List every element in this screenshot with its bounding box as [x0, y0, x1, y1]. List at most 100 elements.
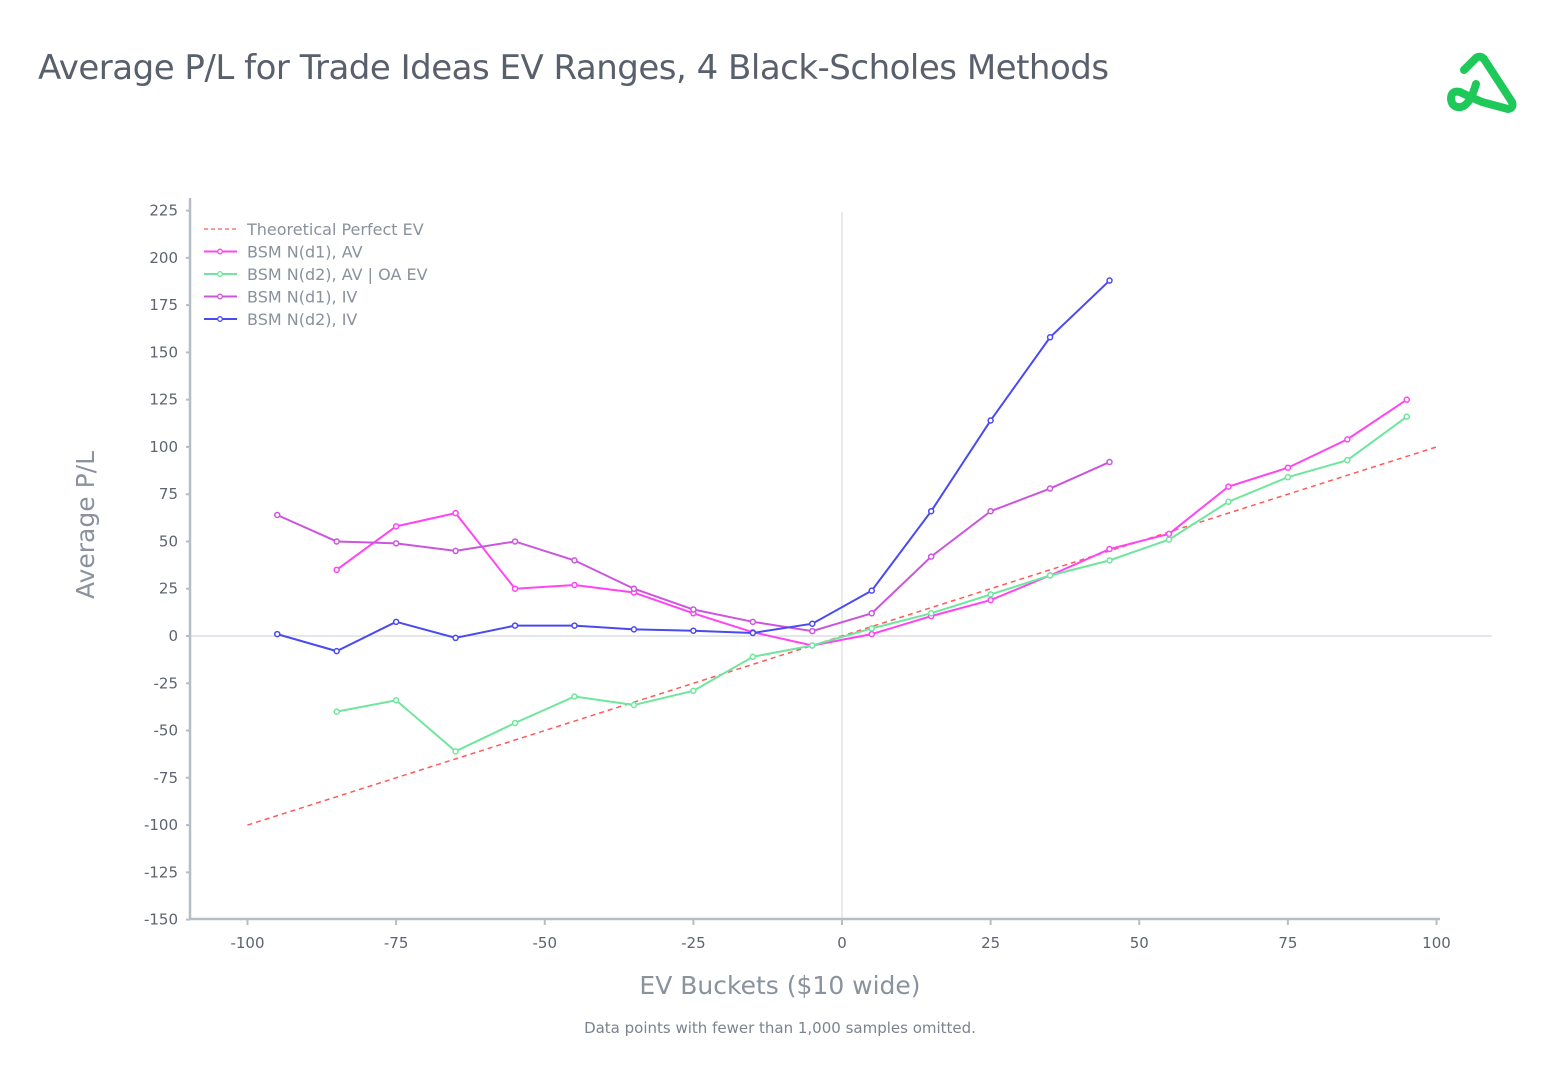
x-tick-label: 100 — [1422, 934, 1451, 952]
data-point — [868, 610, 875, 617]
data-point — [690, 606, 697, 613]
y-tick-label: 175 — [149, 296, 178, 314]
data-point — [630, 626, 638, 633]
data-point — [868, 630, 875, 638]
data-point — [273, 630, 281, 638]
data-point — [630, 585, 638, 592]
x-tick-label: -50 — [533, 934, 558, 952]
data-point — [1165, 536, 1173, 543]
x-tick-label: 0 — [837, 934, 847, 952]
data-point — [392, 697, 400, 704]
data-point — [809, 642, 816, 649]
data-point — [749, 653, 757, 661]
data-point — [927, 610, 935, 617]
series-line-1 — [336, 398, 1408, 647]
data-point — [452, 547, 459, 555]
data-point — [392, 523, 400, 530]
legend-marker — [217, 271, 223, 277]
data-point — [749, 618, 757, 626]
data-point — [333, 708, 340, 715]
data-point — [1284, 464, 1292, 471]
data-point — [511, 622, 519, 629]
data-point — [690, 627, 697, 634]
data-point — [571, 622, 578, 629]
x-tick-label: 50 — [1130, 934, 1149, 952]
data-point — [452, 634, 459, 642]
data-point — [809, 627, 816, 635]
legend-label: BSM N(d2), IV — [247, 310, 357, 329]
data-point — [1106, 545, 1113, 553]
y-tick-label: 200 — [149, 249, 178, 267]
legend-label: BSM N(d1), AV — [247, 243, 363, 262]
data-point — [1225, 498, 1232, 506]
data-point — [511, 538, 519, 545]
y-tick-label: -25 — [154, 674, 179, 692]
data-point — [1046, 485, 1054, 492]
data-point — [1344, 456, 1351, 464]
legend-marker — [217, 248, 223, 255]
data-point — [571, 581, 578, 589]
footnote: Data points with fewer than 1,000 sample… — [584, 1019, 976, 1037]
x-tick-label: 25 — [981, 934, 1000, 952]
data-point — [1225, 483, 1232, 490]
data-point — [927, 507, 935, 515]
series-line-3 — [276, 461, 1110, 633]
data-point — [630, 701, 638, 709]
data-point — [392, 618, 400, 626]
data-point — [809, 620, 816, 627]
data-point — [571, 557, 578, 564]
data-point — [1403, 396, 1411, 403]
y-tick-label: 75 — [159, 485, 178, 503]
data-point — [1046, 334, 1054, 341]
x-tick-label: -25 — [681, 934, 706, 952]
data-point — [392, 540, 400, 547]
data-point — [333, 647, 340, 655]
data-point — [333, 566, 340, 574]
y-tick-label: 50 — [159, 532, 178, 550]
series-line-2 — [336, 415, 1408, 753]
y-tick-label: -125 — [144, 863, 178, 881]
legend-label: Theoretical Perfect EV — [246, 220, 424, 239]
data-point — [987, 596, 994, 604]
data-point — [749, 629, 757, 637]
data-point — [571, 693, 578, 700]
data-point — [273, 511, 281, 519]
y-tick-label: 0 — [168, 627, 178, 645]
x-tick-label: -75 — [384, 934, 409, 952]
data-point — [868, 625, 875, 632]
data-point — [511, 719, 519, 727]
data-point — [868, 587, 875, 594]
y-tick-label: 25 — [159, 580, 178, 598]
x-tick-label: -100 — [230, 934, 264, 952]
data-point — [987, 417, 994, 424]
data-point — [1106, 277, 1113, 284]
y-tick-label: -100 — [144, 816, 178, 834]
chart-title: Average P/L for Trade Ideas EV Ranges, 4… — [38, 48, 1109, 88]
y-tick-label: 125 — [149, 391, 178, 409]
brand-logo-icon — [1446, 52, 1517, 113]
data-point — [452, 748, 459, 755]
data-point — [1344, 436, 1351, 443]
data-point — [927, 553, 935, 560]
legend-marker — [217, 316, 223, 322]
data-point — [987, 507, 994, 515]
data-point — [333, 538, 340, 545]
legend-label: BSM N(d1), IV — [247, 288, 357, 307]
y-tick-label: 225 — [149, 202, 178, 220]
y-tick-label: 100 — [149, 438, 178, 456]
x-axis-label: EV Buckets ($10 wide) — [639, 971, 920, 1000]
data-point — [1106, 458, 1113, 466]
data-point — [1284, 473, 1292, 481]
y-axis-label: Average P/L — [71, 451, 100, 599]
data-point — [1046, 572, 1054, 579]
y-tick-label: -75 — [154, 769, 179, 787]
data-point — [511, 585, 519, 592]
x-tick-label: 75 — [1278, 934, 1297, 952]
y-tick-label: -50 — [154, 722, 179, 740]
data-point — [987, 591, 994, 598]
data-point — [1106, 557, 1113, 564]
data-point — [690, 687, 697, 695]
y-tick-label: -150 — [144, 911, 178, 929]
data-point — [1165, 530, 1173, 538]
